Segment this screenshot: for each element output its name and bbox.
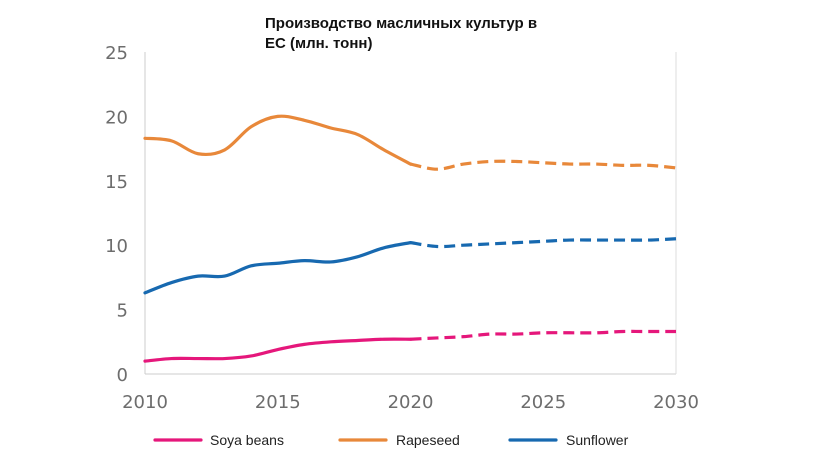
chart-title-line-2: ЕС (млн. тонн) [265,35,373,52]
legend-label-soya-beans: Soya beans [210,432,284,448]
x-tick-label-0: 2010 [122,392,168,413]
x-tick-label-4: 2030 [653,392,699,413]
chart-title-line-1: Производство масличных культур в [265,15,538,32]
x-tick-labels: 2010 2015 2020 2025 2030 [122,392,699,413]
y-tick-label-3: 15 [105,172,128,193]
x-tick-label-1: 2015 [255,392,301,413]
y-tick-label-4: 20 [105,107,128,128]
series-lines [143,114,677,363]
series-line-rapeseed [143,114,413,166]
series-line-sunflower [143,241,413,295]
x-tick-label-2: 2020 [388,392,434,413]
legend: Soya beans Rapeseed Sunflower [153,432,629,448]
series-projection-rapeseed [410,159,677,171]
y-tick-label-1: 5 [117,301,128,322]
series-projection-soya-beans [410,329,676,341]
y-tick-labels: 0 5 10 15 20 25 [105,43,128,386]
x-tick-label-3: 2025 [520,392,566,413]
y-tick-label-0: 0 [117,365,128,386]
legend-label-rapeseed: Rapeseed [396,432,460,448]
y-tick-label-5: 25 [105,43,128,64]
y-tick-label-2: 10 [105,236,128,257]
series-projection-sunflower [410,237,677,249]
legend-label-sunflower: Sunflower [566,432,629,448]
series-line-soya-beans [143,337,413,363]
